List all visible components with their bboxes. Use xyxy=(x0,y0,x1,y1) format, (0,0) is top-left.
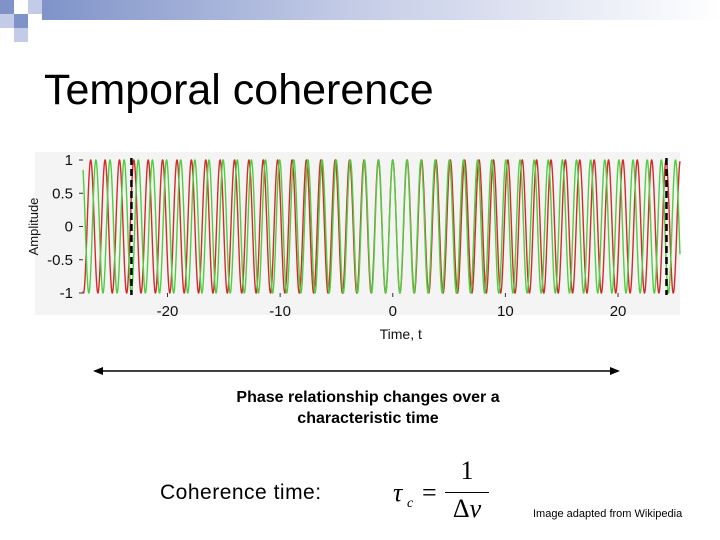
formula-delta: Δ xyxy=(452,494,470,523)
y-tick-label: -0.5 xyxy=(47,252,73,269)
deco-square xyxy=(28,14,42,28)
formula-equals: = xyxy=(422,478,437,507)
deco-square xyxy=(14,0,28,14)
x-tick-label: -10 xyxy=(269,303,291,320)
y-tick-label: 0.5 xyxy=(52,185,73,202)
deco-square xyxy=(0,14,14,28)
plot-area xyxy=(35,152,681,315)
fraction-bar xyxy=(445,492,489,493)
x-tick-label: 0 xyxy=(389,303,397,320)
y-axis-ticks: 1 0.5 0 -0.5 -1 xyxy=(47,152,83,302)
reference-lines xyxy=(130,158,668,295)
deco-square xyxy=(14,14,28,28)
x-tick-label: 20 xyxy=(610,303,627,320)
deco-square xyxy=(14,28,28,42)
slide-decoration xyxy=(0,0,720,42)
slide-title: Temporal coherence xyxy=(44,66,434,114)
formula-tau: τ xyxy=(393,478,403,507)
deco-square xyxy=(0,0,14,14)
deco-square xyxy=(28,0,42,14)
coherence-chart: 1 0.5 0 -0.5 -1 -20 -10 0 10 20 Amplitude Time, … xyxy=(26,152,681,375)
x-axis-ticks: -20 -10 0 10 20 xyxy=(157,293,627,320)
x-axis-label: Time, t xyxy=(380,326,422,342)
arrow-head-right xyxy=(610,367,620,375)
y-tick-label: 1 xyxy=(65,152,73,169)
x-tick-label: -20 xyxy=(157,303,179,320)
header-band xyxy=(40,0,720,20)
series-line-2 xyxy=(82,158,681,294)
coherence-time-label: Coherence time: xyxy=(160,481,322,504)
formula-numerator: 1 xyxy=(460,456,474,485)
y-axis-label: Amplitude xyxy=(26,198,41,256)
x-tick-label: 10 xyxy=(497,303,514,320)
coherence-formula: τ c = 1 Δν xyxy=(393,456,503,528)
formula-subscript: c xyxy=(407,496,414,511)
y-tick-label: -1 xyxy=(60,285,73,302)
deco-square xyxy=(0,28,14,42)
formula-denominator: Δν xyxy=(443,494,491,524)
image-credit: Image adapted from Wikipedia xyxy=(533,508,683,520)
formula-nu: ν xyxy=(469,494,482,523)
y-tick-label: 0 xyxy=(65,219,73,236)
coherence-arrow xyxy=(93,367,620,375)
arrow-head-left xyxy=(93,367,103,375)
arrow-caption: Phase relationship changes over a charac… xyxy=(236,389,500,427)
